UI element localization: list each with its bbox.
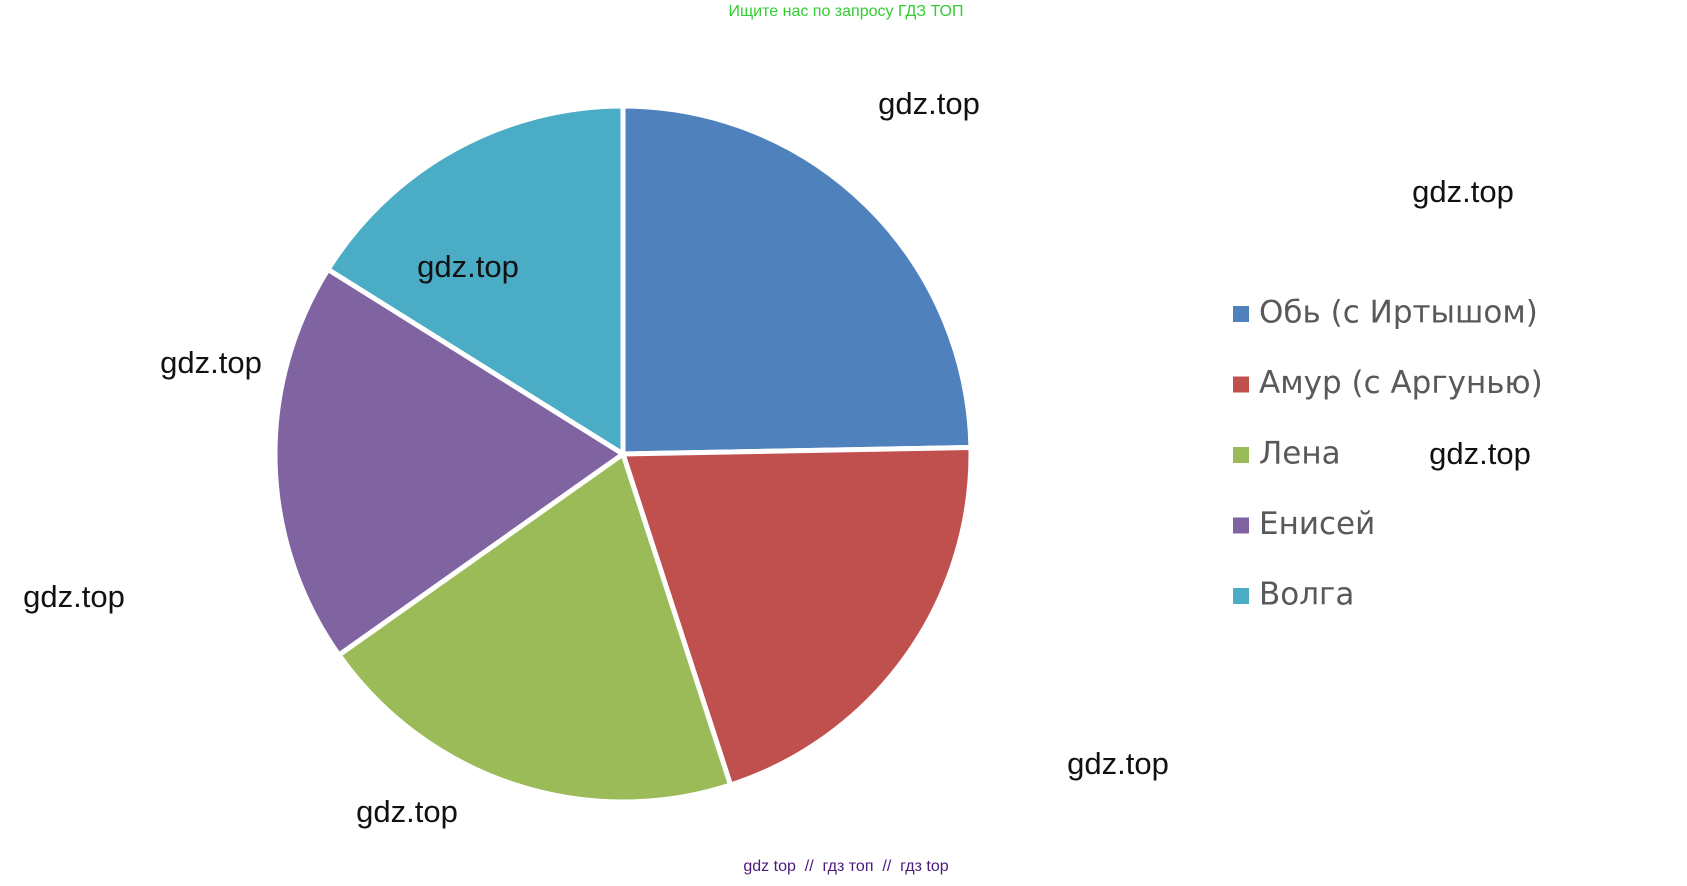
legend-swatch: [1233, 447, 1249, 463]
pie-slice: [620, 103, 974, 457]
legend-label: Амур (с Аргунью): [1259, 365, 1543, 401]
pie-slice: [336, 451, 734, 805]
pie-slice: [620, 444, 974, 788]
legend-label: Обь (с Иртышом): [1259, 295, 1538, 331]
legend-swatch: [1233, 588, 1249, 604]
legend-swatch: [1233, 306, 1249, 322]
watermark: gdz.top: [160, 345, 262, 380]
pie-slice: [272, 266, 626, 658]
legend-label: Енисей: [1259, 506, 1375, 542]
watermark: gdz.top: [1067, 746, 1169, 781]
header: Ищите нас по запросу ГДЗ ТОП: [729, 3, 964, 20]
watermark: gdz.top: [1429, 436, 1531, 471]
legend-swatch: [1233, 517, 1249, 534]
pie-slice: [325, 103, 626, 457]
legend-label: Волга: [1259, 577, 1354, 613]
legend-swatch: [1233, 376, 1249, 393]
watermark: gdz.top: [1412, 174, 1514, 209]
watermark: gdz.top: [23, 579, 125, 614]
legend-label: Лена: [1259, 436, 1341, 472]
footer: gdz top // гдз топ // гдз top: [743, 858, 948, 875]
watermark: gdz.top: [417, 249, 519, 284]
watermark: gdz.top: [356, 794, 458, 829]
watermark: gdz.top: [878, 86, 980, 121]
